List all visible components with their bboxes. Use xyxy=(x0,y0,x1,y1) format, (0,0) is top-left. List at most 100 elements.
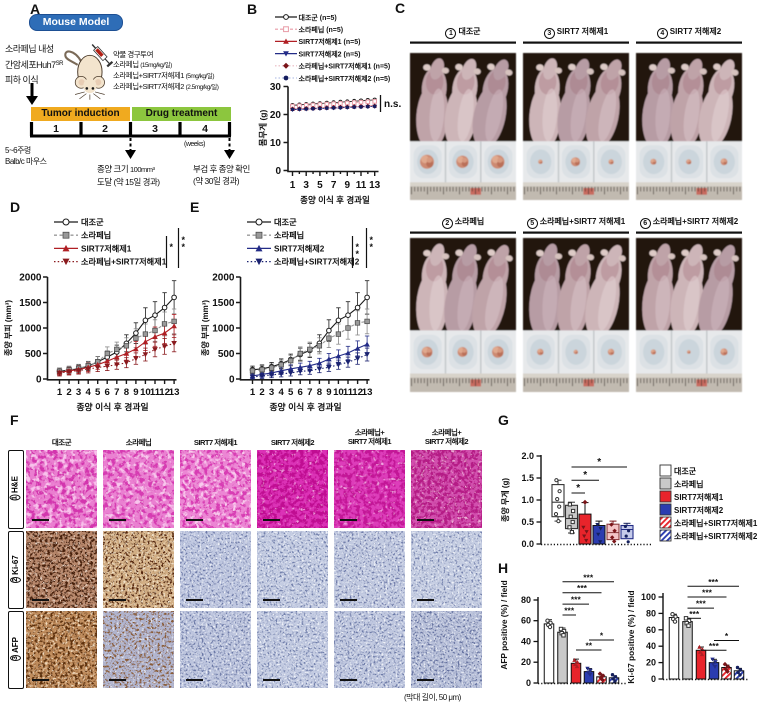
svg-text:11: 11 xyxy=(356,180,367,191)
svg-text:종양 이식 후 경과일: 종양 이식 후 경과일 xyxy=(269,401,341,412)
svg-text:12: 12 xyxy=(352,387,363,398)
svg-text:***: *** xyxy=(708,577,719,587)
svg-text:*: * xyxy=(576,483,580,494)
svg-text:대조군: 대조군 xyxy=(81,217,104,227)
svg-text:*: * xyxy=(370,235,374,245)
svg-text:20: 20 xyxy=(646,658,656,668)
svg-text:3: 3 xyxy=(303,180,309,191)
svg-text:대조군: 대조군 xyxy=(674,466,697,476)
svg-text:0.5: 0.5 xyxy=(521,517,534,527)
svg-text:10: 10 xyxy=(140,387,151,398)
svg-text:**: ** xyxy=(585,641,592,651)
svg-text:500: 500 xyxy=(25,349,42,360)
svg-text:20: 20 xyxy=(270,110,282,121)
svg-text:7: 7 xyxy=(331,180,337,191)
svg-text:2: 2 xyxy=(66,387,71,398)
svg-text:*: * xyxy=(356,242,360,252)
svg-text:2000: 2000 xyxy=(19,273,42,284)
svg-text:5: 5 xyxy=(317,180,323,191)
svg-text:9: 9 xyxy=(133,387,138,398)
svg-text:2000: 2000 xyxy=(212,273,235,284)
svg-text:4: 4 xyxy=(202,123,208,135)
svg-text:9: 9 xyxy=(326,387,331,398)
svg-text:*: * xyxy=(170,242,174,252)
svg-text:***: *** xyxy=(564,606,575,616)
svg-text:종양 이식 후 경과일: 종양 이식 후 경과일 xyxy=(300,195,370,205)
svg-text:5: 5 xyxy=(288,387,294,398)
svg-text:1000: 1000 xyxy=(19,324,42,335)
svg-text:SIRT7저해제2: SIRT7저해제2 xyxy=(274,243,325,253)
svg-text:0.0: 0.0 xyxy=(521,539,534,549)
svg-text:소라페닙+SIRT7저해제1: 소라페닙+SIRT7저해제1 xyxy=(81,257,167,267)
svg-text:100: 100 xyxy=(641,592,656,602)
svg-text:종양 이식 후 경과일: 종양 이식 후 경과일 xyxy=(76,401,148,412)
svg-text:0: 0 xyxy=(526,678,531,688)
svg-text:*: * xyxy=(725,631,729,641)
svg-text:8: 8 xyxy=(124,387,130,398)
svg-text:*: * xyxy=(356,249,360,259)
svg-text:n.s.: n.s. xyxy=(384,99,401,110)
svg-text:3: 3 xyxy=(152,123,158,135)
svg-text:1.5: 1.5 xyxy=(521,473,534,483)
svg-text:*: * xyxy=(583,470,587,481)
svg-text:1: 1 xyxy=(250,387,256,398)
svg-text:4: 4 xyxy=(279,387,285,398)
svg-text:7: 7 xyxy=(114,387,119,398)
svg-text:3: 3 xyxy=(269,387,274,398)
svg-text:60: 60 xyxy=(521,616,531,626)
svg-text:SIRT7저해제2: SIRT7저해제2 xyxy=(674,505,724,515)
svg-text:500: 500 xyxy=(218,349,235,360)
svg-text:9: 9 xyxy=(345,180,351,191)
svg-text:2: 2 xyxy=(259,387,264,398)
svg-text:종양 부피 (mm³): 종양 부피 (mm³) xyxy=(200,300,210,356)
svg-text:2.0: 2.0 xyxy=(521,451,534,461)
svg-text:*: * xyxy=(600,631,604,641)
svg-text:***: *** xyxy=(689,609,700,619)
svg-text:3: 3 xyxy=(76,387,81,398)
svg-text:***: *** xyxy=(583,572,594,582)
svg-text:40: 40 xyxy=(646,641,656,651)
svg-text:대조군: 대조군 xyxy=(274,217,297,227)
svg-text:11: 11 xyxy=(343,387,354,398)
svg-text:대조군 (n=5): 대조군 (n=5) xyxy=(299,13,337,22)
svg-text:6: 6 xyxy=(298,387,303,398)
svg-text:종양 무게 (g): 종양 무게 (g) xyxy=(500,478,510,522)
svg-text:소라페닙+SIRT7저해제1 (n=5): 소라페닙+SIRT7저해제1 (n=5) xyxy=(299,62,391,71)
svg-text:1000: 1000 xyxy=(212,324,235,335)
svg-text:***: *** xyxy=(577,583,588,593)
svg-text:SIRT7저해제1: SIRT7저해제1 xyxy=(81,243,132,253)
svg-text:***: *** xyxy=(696,599,707,609)
svg-text:30: 30 xyxy=(270,82,282,93)
svg-text:소라페닙: 소라페닙 xyxy=(81,230,111,240)
svg-text:0: 0 xyxy=(36,375,42,386)
svg-text:13: 13 xyxy=(369,180,381,191)
svg-text:***: *** xyxy=(571,595,582,605)
svg-text:11: 11 xyxy=(150,387,161,398)
svg-text:소라페닙+SIRT7저해제2: 소라페닙+SIRT7저해제2 xyxy=(674,531,758,541)
svg-text:80: 80 xyxy=(521,595,531,605)
svg-text:소라페닙+SIRT7저해제2 (n=5): 소라페닙+SIRT7저해제2 (n=5) xyxy=(299,74,391,83)
svg-text:0: 0 xyxy=(275,166,281,177)
svg-text:13: 13 xyxy=(169,387,180,398)
svg-text:소라페닙+SIRT7저해제2: 소라페닙+SIRT7저해제2 xyxy=(274,257,360,267)
svg-text:40: 40 xyxy=(521,637,531,647)
svg-text:4: 4 xyxy=(86,387,92,398)
svg-text:***: *** xyxy=(702,588,713,598)
svg-text:0: 0 xyxy=(651,674,656,684)
svg-text:*: * xyxy=(182,235,186,245)
svg-text:종양 부피 (mm³): 종양 부피 (mm³) xyxy=(3,300,13,356)
svg-text:소라페닙: 소라페닙 xyxy=(274,230,304,240)
svg-text:8: 8 xyxy=(317,387,323,398)
svg-text:13: 13 xyxy=(362,387,373,398)
svg-text:SIRT7저해제2 (n=5): SIRT7저해제2 (n=5) xyxy=(299,49,361,58)
svg-text:*: * xyxy=(370,242,374,252)
svg-text:몸무게 (g): 몸무게 (g) xyxy=(258,109,268,146)
svg-text:1: 1 xyxy=(53,123,59,135)
svg-text:2: 2 xyxy=(102,123,108,135)
svg-text:1500: 1500 xyxy=(19,298,42,309)
svg-text:5: 5 xyxy=(95,387,101,398)
svg-text:*: * xyxy=(182,242,186,252)
svg-text:1: 1 xyxy=(57,387,63,398)
svg-text:***: *** xyxy=(709,641,720,651)
svg-text:SIRT7저해제1 (n=5): SIRT7저해제1 (n=5) xyxy=(299,37,361,46)
